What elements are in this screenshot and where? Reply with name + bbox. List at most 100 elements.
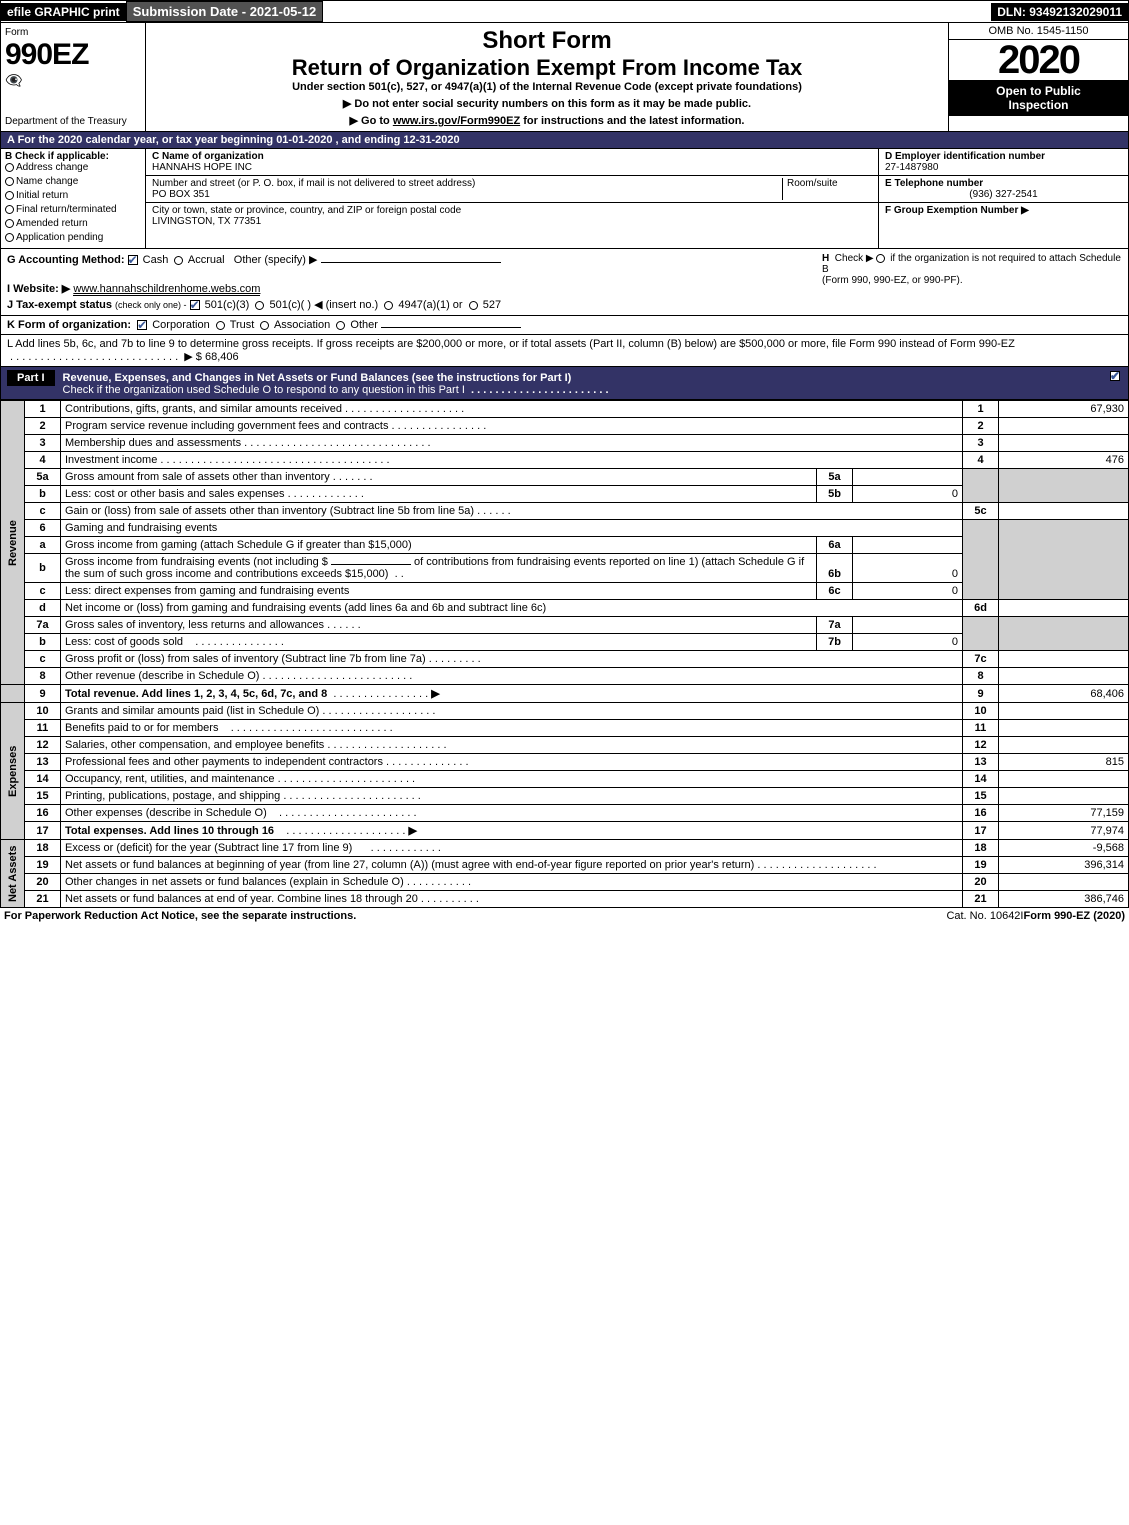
501c3-label: 501(c)(3): [205, 299, 250, 311]
subtitle: Under section 501(c), 527, or 4947(a)(1)…: [154, 81, 940, 93]
row-value: 476: [999, 452, 1129, 469]
row-value: 396,314: [999, 857, 1129, 874]
row-value: [999, 651, 1129, 668]
table-row: Revenue 1 Contributions, gifts, grants, …: [1, 401, 1129, 418]
chk-label: Initial return: [16, 190, 68, 201]
table-row: 9 Total revenue. Add lines 1, 2, 3, 4, 5…: [1, 685, 1129, 703]
table-row: 8 Other revenue (describe in Schedule O)…: [1, 668, 1129, 685]
row-desc: Other expenses (describe in Schedule O): [65, 807, 267, 819]
row-desc: Occupancy, rent, utilities, and maintena…: [65, 773, 275, 785]
h-label: H: [822, 253, 829, 264]
form-number: 990EZ: [5, 38, 141, 72]
top-bar: efile GRAPHIC print Submission Date - 20…: [0, 0, 1129, 23]
chk-name-change[interactable]: Name change: [5, 176, 141, 187]
website-link[interactable]: www.hannahschildrenhome.webs.com: [73, 283, 260, 296]
k-label: K Form of organization:: [7, 319, 131, 331]
row-right-num: 6d: [963, 600, 999, 617]
row-num: 21: [25, 891, 61, 908]
row-right-num: 2: [963, 418, 999, 435]
chk-address-change[interactable]: Address change: [5, 162, 141, 173]
row-num: b: [25, 554, 61, 583]
row-desc: Net assets or fund balances at beginning…: [65, 859, 754, 871]
row-num: 12: [25, 737, 61, 754]
row-desc: Less: cost of goods sold: [65, 636, 183, 648]
chk-501c3[interactable]: [190, 300, 200, 310]
row-right-num: 19: [963, 857, 999, 874]
chk-association[interactable]: [260, 321, 269, 330]
chk-schedule-o[interactable]: [1110, 371, 1120, 381]
other-specify-input[interactable]: [321, 262, 501, 263]
chk-4947[interactable]: [384, 301, 393, 310]
row-num: c: [25, 503, 61, 520]
chk-amended[interactable]: Amended return: [5, 218, 141, 229]
chk-501c[interactable]: [255, 301, 264, 310]
row-num: c: [25, 651, 61, 668]
contrib-input[interactable]: [331, 564, 411, 565]
inner-num: 5b: [817, 486, 853, 503]
chk-label: Final return/terminated: [16, 204, 117, 215]
row-num: 19: [25, 857, 61, 874]
other-org-label: Other: [350, 319, 378, 331]
shaded-cell: [963, 520, 999, 600]
row-num: 5a: [25, 469, 61, 486]
table-row: 13 Professional fees and other payments …: [1, 754, 1129, 771]
label-ein: D Employer identification number: [885, 151, 1122, 162]
chk-trust[interactable]: [216, 321, 225, 330]
row-value: [999, 503, 1129, 520]
row-value: 68,406: [999, 685, 1129, 703]
chk-527[interactable]: [469, 301, 478, 310]
inner-num: 7a: [817, 617, 853, 634]
chk-other-org[interactable]: [336, 321, 345, 330]
row-desc: Grants and similar amounts paid (list in…: [65, 705, 319, 717]
row-value: -9,568: [999, 840, 1129, 857]
row-num: 6: [25, 520, 61, 537]
other-org-input[interactable]: [381, 327, 521, 328]
section-def: D Employer identification number 27-1487…: [878, 149, 1128, 248]
row-desc: Net assets or fund balances at end of ye…: [65, 893, 418, 905]
assoc-label: Association: [274, 319, 330, 331]
chk-accrual[interactable]: [174, 256, 183, 265]
table-row: 20 Other changes in net assets or fund b…: [1, 874, 1129, 891]
org-name: HANNAHS HOPE INC: [152, 162, 872, 173]
row-right-num: 13: [963, 754, 999, 771]
accrual-label: Accrual: [188, 254, 225, 266]
l-text: L Add lines 5b, 6c, and 7b to line 9 to …: [7, 338, 1015, 350]
chk-final-return[interactable]: Final return/terminated: [5, 204, 141, 215]
row-desc: Salaries, other compensation, and employ…: [65, 739, 324, 751]
row-num: 1: [25, 401, 61, 418]
submission-date: Submission Date - 2021-05-12: [126, 1, 324, 22]
row-num: 9: [25, 685, 61, 703]
irs-link[interactable]: www.irs.gov/Form990EZ: [393, 115, 520, 127]
chk-schedule-b[interactable]: [876, 254, 885, 263]
form-ref-bold: 990-EZ: [1054, 910, 1090, 922]
department-label: Department of the Treasury: [5, 116, 141, 127]
table-row: d Net income or (loss) from gaming and f…: [1, 600, 1129, 617]
efile-print-label[interactable]: efile GRAPHIC print: [1, 3, 126, 21]
row-right-num: 1: [963, 401, 999, 418]
g-label: G Accounting Method:: [7, 254, 125, 266]
table-row: c Less: direct expenses from gaming and …: [1, 583, 1129, 600]
row-num: b: [25, 634, 61, 651]
row-right-num: 18: [963, 840, 999, 857]
row-desc: Program service revenue including govern…: [65, 420, 388, 432]
ein-value: 27-1487980: [885, 162, 1122, 173]
row-desc: Total revenue. Add lines 1, 2, 3, 4, 5c,…: [65, 688, 327, 700]
row-right-num: 12: [963, 737, 999, 754]
row-num: 14: [25, 771, 61, 788]
org-city: LIVINGSTON, TX 77351: [152, 216, 872, 227]
chk-corporation[interactable]: [137, 320, 147, 330]
row-desc-pre: Gross income from fundraising events (no…: [65, 556, 328, 568]
chk-pending[interactable]: Application pending: [5, 232, 141, 243]
h-text3: (Form 990, 990-EZ, or 990-PF).: [822, 275, 963, 286]
row-desc: Net income or (loss) from gaming and fun…: [65, 602, 546, 614]
chk-initial-return[interactable]: Initial return: [5, 190, 141, 201]
line-k: K Form of organization: Corporation Trus…: [0, 316, 1129, 335]
chk-cash[interactable]: [128, 255, 138, 265]
row-right-num: 7c: [963, 651, 999, 668]
table-row: 4 Investment income . . . . . . . . . . …: [1, 452, 1129, 469]
row-right-num: 15: [963, 788, 999, 805]
row-value: [999, 668, 1129, 685]
table-row: 19 Net assets or fund balances at beginn…: [1, 857, 1129, 874]
row-right-num: 11: [963, 720, 999, 737]
row-right-num: 5c: [963, 503, 999, 520]
